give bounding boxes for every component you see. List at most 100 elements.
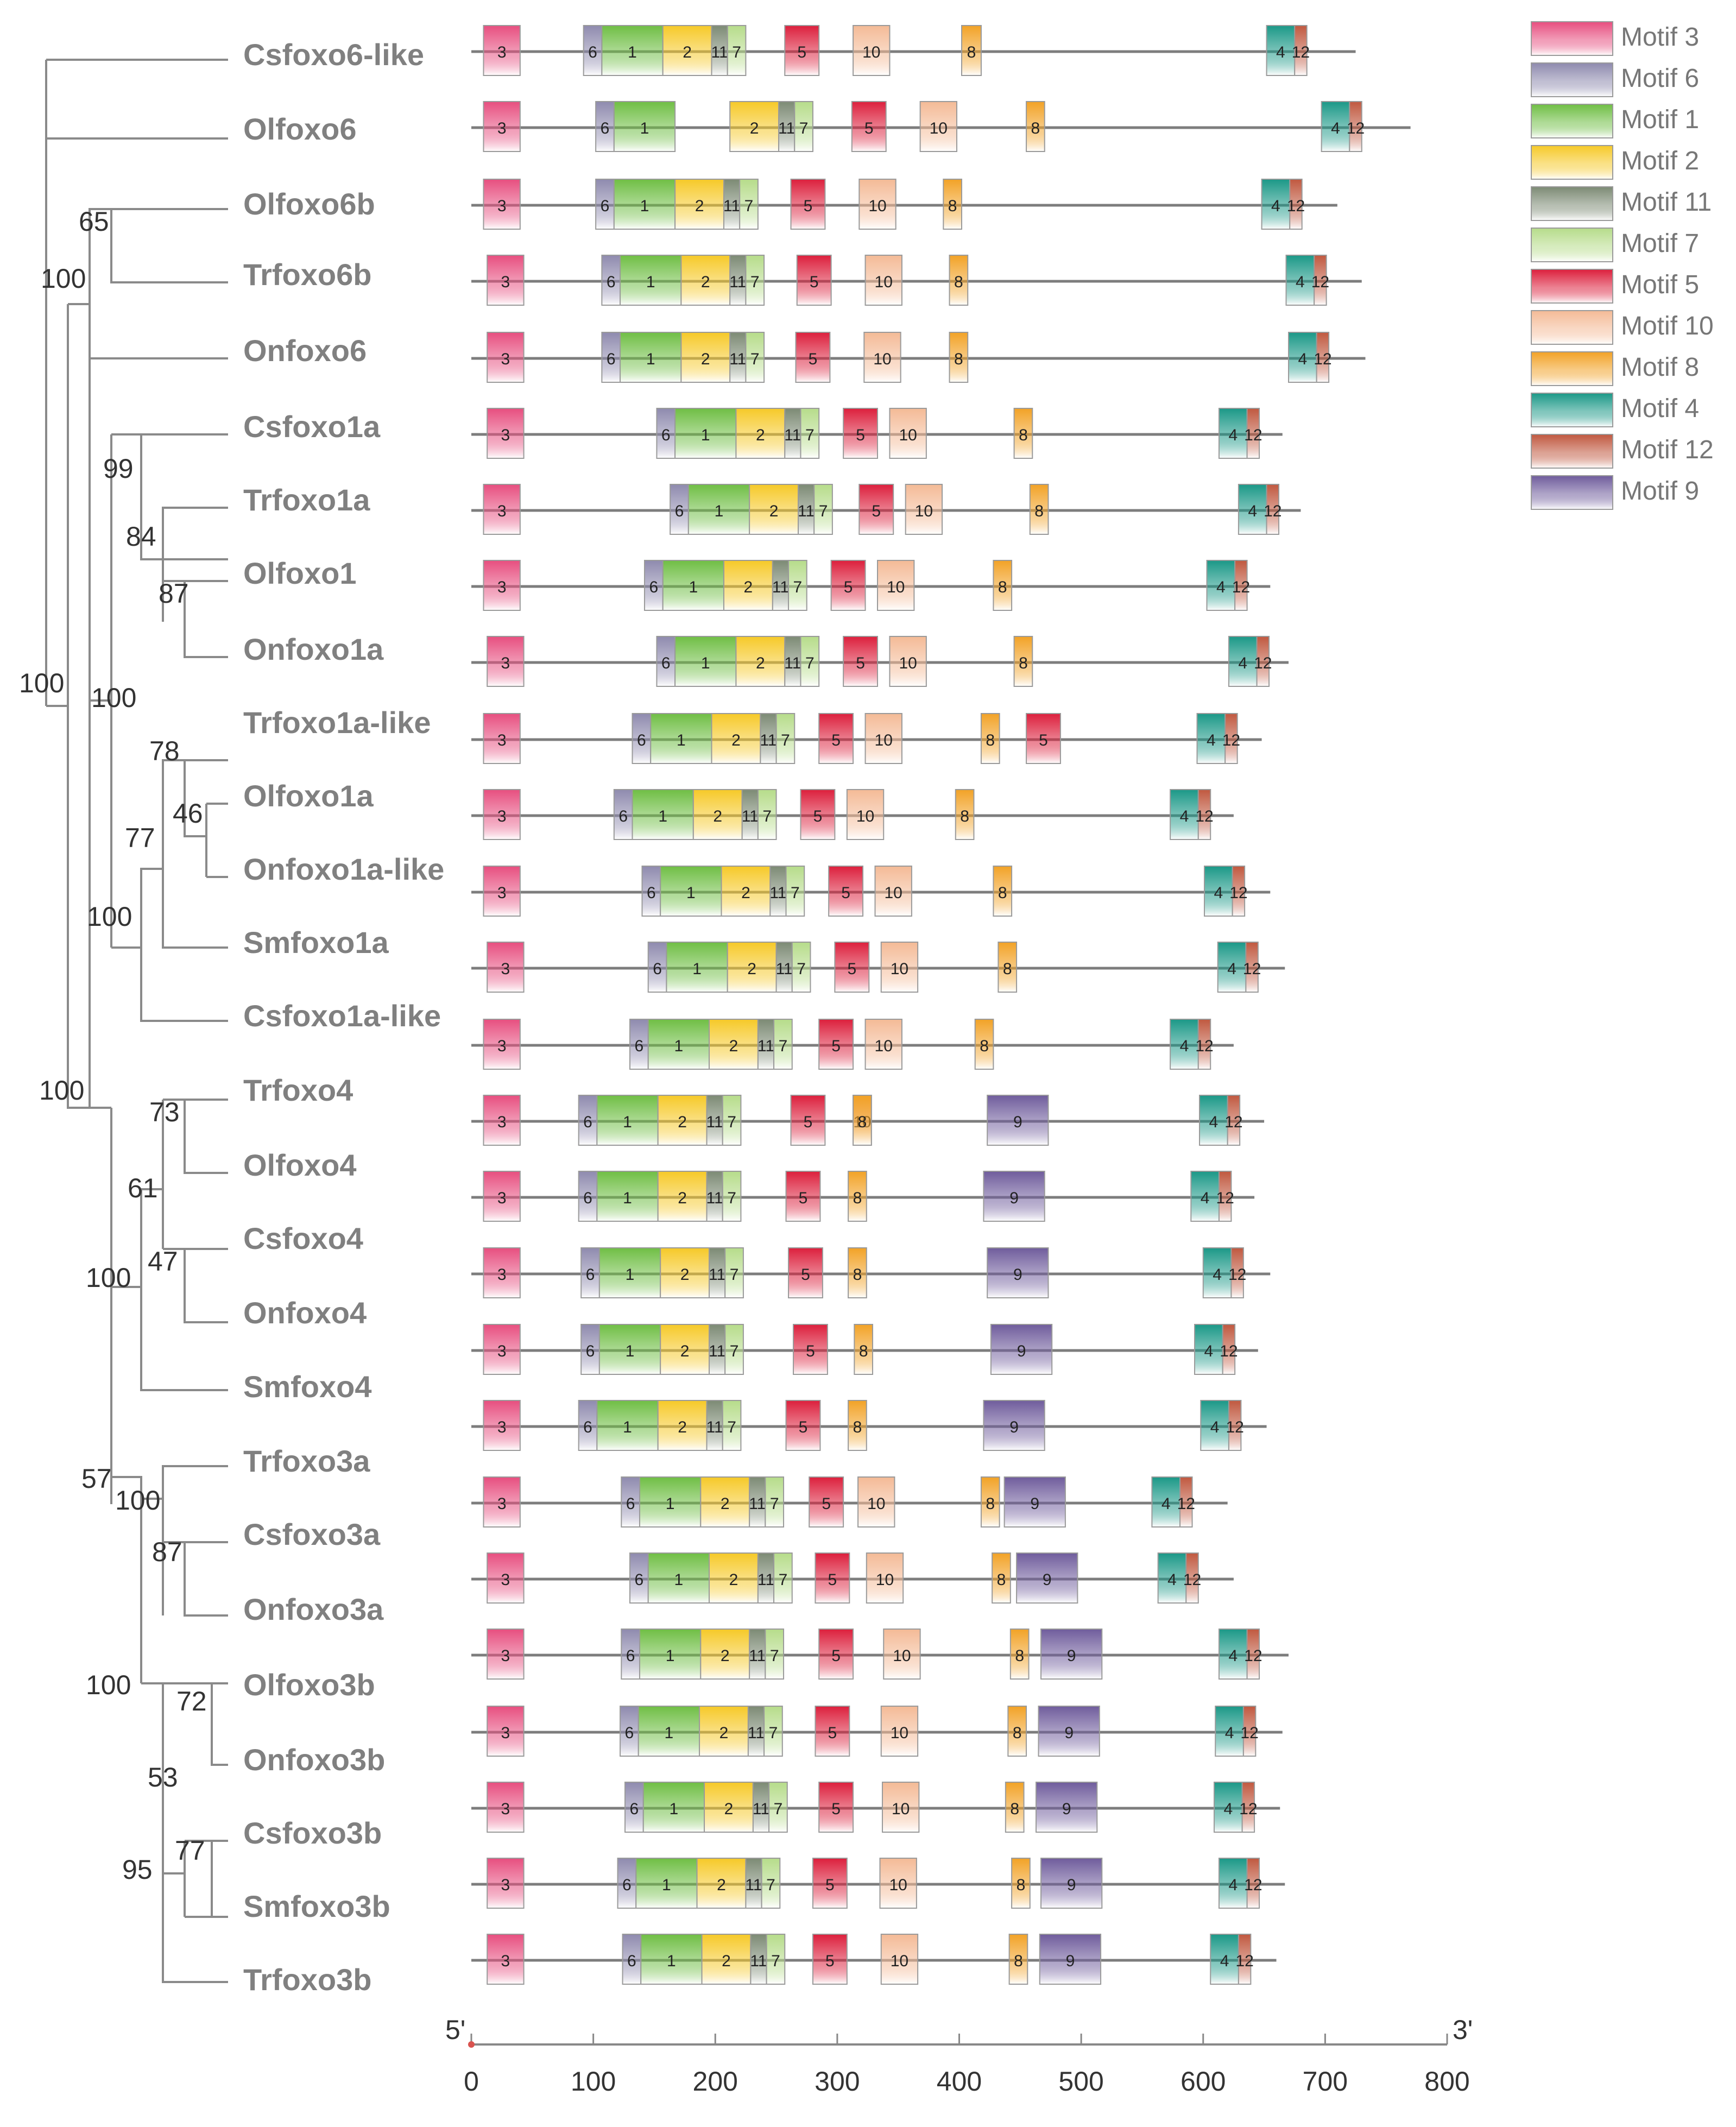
bootstrap-value: 100	[39, 1075, 84, 1106]
motif-7-block	[745, 255, 765, 306]
motif-2-block	[699, 1706, 749, 1757]
motif-number: 8	[1010, 1800, 1019, 1818]
bootstrap-value: 100	[41, 263, 86, 294]
motif-number: 10	[891, 1724, 908, 1742]
motif-number: 4	[1220, 1952, 1229, 1970]
motif-number: 8	[954, 273, 963, 291]
motif-6-block	[595, 179, 615, 230]
motif-11-block	[709, 1247, 726, 1298]
motif-number: 10	[867, 1495, 885, 1513]
motif-number: 2	[695, 197, 704, 215]
motif-3-block	[487, 408, 525, 459]
motif-10-block	[846, 789, 885, 840]
motif-8-block	[1026, 101, 1045, 152]
motif-number: 5	[797, 43, 806, 61]
motif-11-block	[769, 866, 787, 917]
taxon-label: Olfoxo3b	[243, 1668, 375, 1702]
motif-9-block	[1040, 1629, 1103, 1680]
motif-number: 7	[750, 350, 760, 368]
motif-number: 4	[1161, 1495, 1171, 1513]
motif-number: 5	[809, 350, 818, 368]
motif-1-block	[639, 1476, 702, 1528]
motif-7-block	[761, 1858, 781, 1909]
motif-number: 10	[891, 1952, 908, 1970]
motif-number: 8	[1017, 1876, 1026, 1894]
legend-swatch	[1531, 104, 1613, 138]
motif-1-block	[642, 1782, 705, 1833]
motif-3-block	[487, 942, 525, 993]
motif-number: 4	[1228, 1647, 1238, 1665]
motif-3-block	[483, 25, 521, 76]
motif-number: 1	[686, 884, 696, 902]
motif-track: 3 6 1 2 11 7 5 10 8 4 12	[471, 789, 1234, 840]
motif-4-block	[1321, 101, 1350, 152]
motif-number: 11	[784, 426, 801, 444]
legend-label: Motif 5	[1621, 270, 1699, 299]
motif-1-block	[632, 789, 694, 840]
motif-10-block	[864, 713, 902, 764]
motif-number: 5	[806, 1342, 815, 1360]
motif-number: 4	[1180, 807, 1189, 825]
motif-number: 4	[1210, 1418, 1220, 1436]
motif-6-block	[624, 1782, 644, 1833]
motif-1-block	[601, 25, 664, 76]
motif-number: 7	[771, 1952, 780, 1970]
motif-7-block	[773, 1552, 793, 1604]
motif-number: 6	[626, 1647, 635, 1665]
motif-number: 8	[1031, 119, 1040, 137]
motif-4-block	[1200, 1400, 1229, 1451]
motif-8-block	[1008, 1934, 1028, 1985]
motif-number: 2	[680, 1266, 690, 1284]
motif-number: 2	[756, 654, 765, 672]
motif-10-block	[864, 255, 902, 306]
motif-number: 1	[701, 426, 710, 444]
motif-number: 1	[677, 731, 686, 749]
axis-tick-label: 200	[693, 2066, 738, 2097]
motif-number: 4	[1271, 197, 1280, 215]
bootstrap-value: 100	[115, 1485, 160, 1516]
motif-number: 11	[778, 119, 795, 137]
axis-tick-label: 0	[464, 2066, 479, 2097]
motif-11-block	[784, 636, 801, 687]
taxon-label: Trfoxo3a	[243, 1444, 370, 1478]
motif-number: 1	[689, 578, 698, 596]
motif-number: 3	[501, 1647, 510, 1665]
bootstrap-value: 47	[148, 1246, 178, 1277]
legend-swatch	[1531, 145, 1613, 180]
motif-number: 12	[1229, 884, 1247, 902]
taxon-label: Trfoxo1a	[243, 483, 370, 517]
motif-number: 12	[1292, 43, 1310, 61]
motif-5-block	[858, 484, 894, 535]
motif-3-block	[487, 1706, 525, 1757]
motif-3-block	[483, 484, 521, 535]
motif-3-block	[483, 1476, 521, 1528]
motif-number: 4	[1238, 654, 1247, 672]
motif-number: 11	[729, 350, 746, 368]
motif-number: 11	[753, 1800, 769, 1818]
motif-number: 2	[747, 960, 756, 978]
motif-10-block	[919, 101, 958, 152]
motif-6-block	[656, 408, 676, 459]
motif-number: 11	[748, 1724, 765, 1742]
bootstrap-value: 100	[19, 668, 64, 698]
motif-number: 9	[1013, 1113, 1022, 1131]
motif-7-block	[722, 1400, 742, 1451]
motif-number: 5	[810, 273, 819, 291]
taxon-label: Csfoxo1a-like	[243, 999, 441, 1033]
motif-5-block	[834, 942, 870, 993]
motif-1-block	[596, 1095, 659, 1146]
motif-12-block	[1238, 1934, 1252, 1985]
motif-number: 12	[1222, 731, 1240, 749]
motif-number: 1	[626, 1266, 635, 1284]
motif-number: 6	[635, 1571, 644, 1589]
motif-number: 4	[1227, 960, 1236, 978]
motif-4-block	[1218, 1858, 1248, 1909]
legend-swatch	[1531, 393, 1613, 427]
motif-number: 7	[730, 1342, 739, 1360]
motif-5-block	[812, 1934, 848, 1985]
motif-9-block	[1039, 1934, 1102, 1985]
motif-3-block	[483, 101, 521, 152]
motif-number: 8	[986, 1495, 995, 1513]
motif-12-block	[1197, 789, 1211, 840]
